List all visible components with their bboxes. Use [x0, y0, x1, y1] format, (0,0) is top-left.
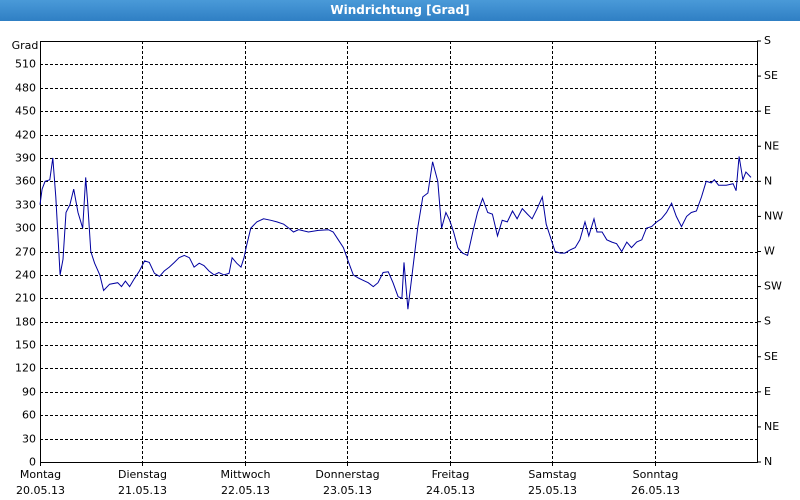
- y-tick-label: 270: [15, 246, 36, 259]
- x-tick-date: 20.05.13: [16, 484, 65, 497]
- y2-tick-label: NE: [764, 420, 779, 433]
- y-tick-label: 120: [15, 362, 36, 375]
- window-title: Windrichtung [Grad]: [0, 0, 800, 21]
- y-tick-label: 180: [15, 316, 36, 329]
- y-tick-label: 360: [15, 175, 36, 188]
- y2-tick-label: NW: [764, 209, 783, 222]
- y2-tick-label: SW: [764, 280, 782, 293]
- y-tick-label: 90: [22, 386, 36, 399]
- y-tick-label: 60: [22, 409, 36, 422]
- x-tick-date: 23.05.13: [323, 484, 372, 497]
- y2-tick-label: SE: [764, 350, 778, 363]
- y-tick-label: 450: [15, 105, 36, 118]
- x-tick-label: Samstag: [528, 468, 576, 481]
- y-tick-label: 150: [15, 339, 36, 352]
- x-tick-date: 22.05.13: [221, 484, 270, 497]
- y2-tick-label: N: [764, 455, 772, 468]
- y-tick-label: 0: [29, 456, 36, 469]
- y-tick-label: 240: [15, 269, 36, 282]
- y2-tick-label: W: [764, 245, 775, 258]
- y-tick-label: 420: [15, 129, 36, 142]
- y-tick-label: 480: [15, 82, 36, 95]
- y2-tick-label: S: [764, 34, 771, 47]
- y2-tick-label: S: [764, 315, 771, 328]
- x-tick-label: Freitag: [432, 468, 470, 481]
- x-tick-date: 25.05.13: [528, 484, 577, 497]
- y2-tick-label: E: [764, 104, 771, 117]
- x-tick-date: 24.05.13: [426, 484, 475, 497]
- x-tick-date: 21.05.13: [118, 484, 167, 497]
- y-tick-label: 300: [15, 222, 36, 235]
- y2-tick-label: N: [764, 174, 772, 187]
- y-axis-label: Grad: [12, 39, 39, 52]
- y-tick-label: 210: [15, 292, 36, 305]
- y-tick-label: 390: [15, 152, 36, 165]
- y2-tick-label: E: [764, 385, 771, 398]
- y-tick-label: 510: [15, 58, 36, 71]
- x-tick-label: Sonntag: [633, 468, 679, 481]
- wind-direction-line: [39, 156, 752, 310]
- y-tick-label: 330: [15, 199, 36, 212]
- y2-tick-label: SE: [764, 69, 778, 82]
- x-tick-label: Dienstag: [118, 468, 167, 481]
- y-tick-label: 30: [22, 433, 36, 446]
- x-tick-label: Donnerstag: [315, 468, 379, 481]
- x-tick-date: 26.05.13: [631, 484, 680, 497]
- x-tick-label: Mittwoch: [221, 468, 271, 481]
- y2-tick-label: NE: [764, 139, 779, 152]
- plot-frame: [40, 41, 758, 463]
- x-tick-label: Montag: [20, 468, 61, 481]
